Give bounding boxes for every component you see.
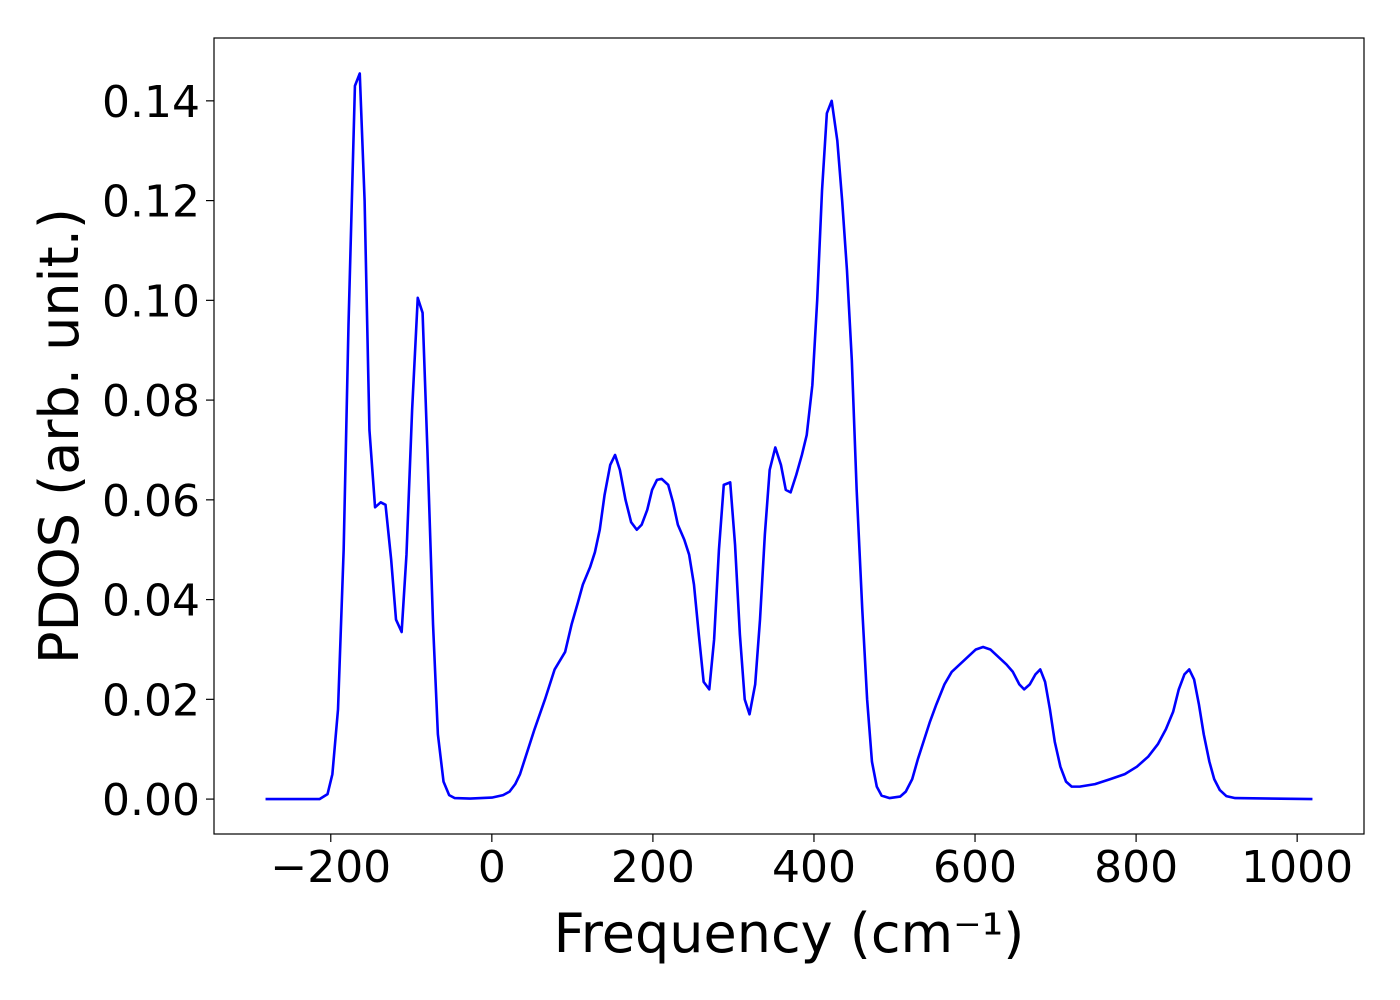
y-tick-label: 0.08 xyxy=(102,376,200,427)
x-tick-label: 0 xyxy=(478,842,506,893)
y-tick-label: 0.10 xyxy=(102,276,200,327)
x-tick-label: 400 xyxy=(772,842,856,893)
x-tick-label: 600 xyxy=(933,842,1017,893)
y-axis-label: PDOS (arb. unit.) xyxy=(28,208,91,664)
plot-frame xyxy=(213,37,1365,835)
y-tick-label: 0.12 xyxy=(102,177,200,228)
x-tick-label: 1000 xyxy=(1241,842,1353,893)
y-tick-label: 0.06 xyxy=(102,476,200,527)
y-tick-label: 0.04 xyxy=(102,576,200,627)
x-axis-label: Frequency (cm⁻¹) xyxy=(554,902,1025,965)
y-tick-label: 0.02 xyxy=(102,675,200,726)
x-tick-label: −200 xyxy=(270,842,391,893)
y-tick-label: 0.00 xyxy=(102,775,200,826)
data-line xyxy=(265,72,1313,801)
x-tick-label: 800 xyxy=(1094,842,1178,893)
y-tick-label: 0.14 xyxy=(102,77,200,128)
x-tick-label: 200 xyxy=(611,842,695,893)
